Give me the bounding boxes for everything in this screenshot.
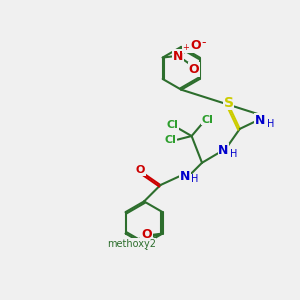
Text: N: N [255, 114, 265, 127]
Text: N: N [218, 144, 229, 157]
Text: N: N [180, 170, 190, 183]
Text: O: O [190, 39, 201, 52]
Text: O: O [136, 165, 145, 175]
Text: Cl: Cl [201, 115, 213, 125]
Text: Cl: Cl [164, 135, 176, 145]
Text: -: - [201, 36, 206, 49]
Text: H: H [191, 174, 199, 184]
Text: methoxy: methoxy [109, 239, 151, 250]
Text: S: S [224, 96, 234, 110]
Text: O: O [142, 228, 152, 241]
Text: methoxy2: methoxy2 [107, 239, 156, 249]
Text: +: + [182, 43, 189, 52]
Text: N: N [173, 50, 183, 63]
Text: O: O [188, 63, 199, 76]
Text: H: H [230, 149, 238, 159]
Text: Cl: Cl [167, 120, 178, 130]
Text: H: H [267, 119, 274, 129]
Text: O: O [141, 231, 152, 244]
